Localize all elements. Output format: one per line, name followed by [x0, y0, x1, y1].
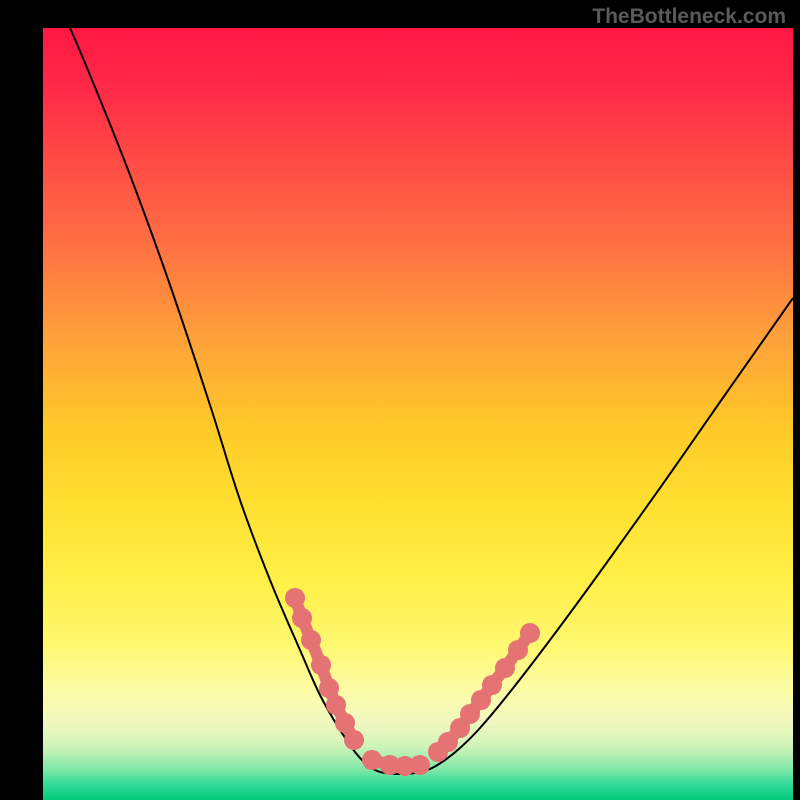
chart-svg [0, 0, 800, 800]
watermark: TheBottleneck.com [592, 5, 786, 29]
